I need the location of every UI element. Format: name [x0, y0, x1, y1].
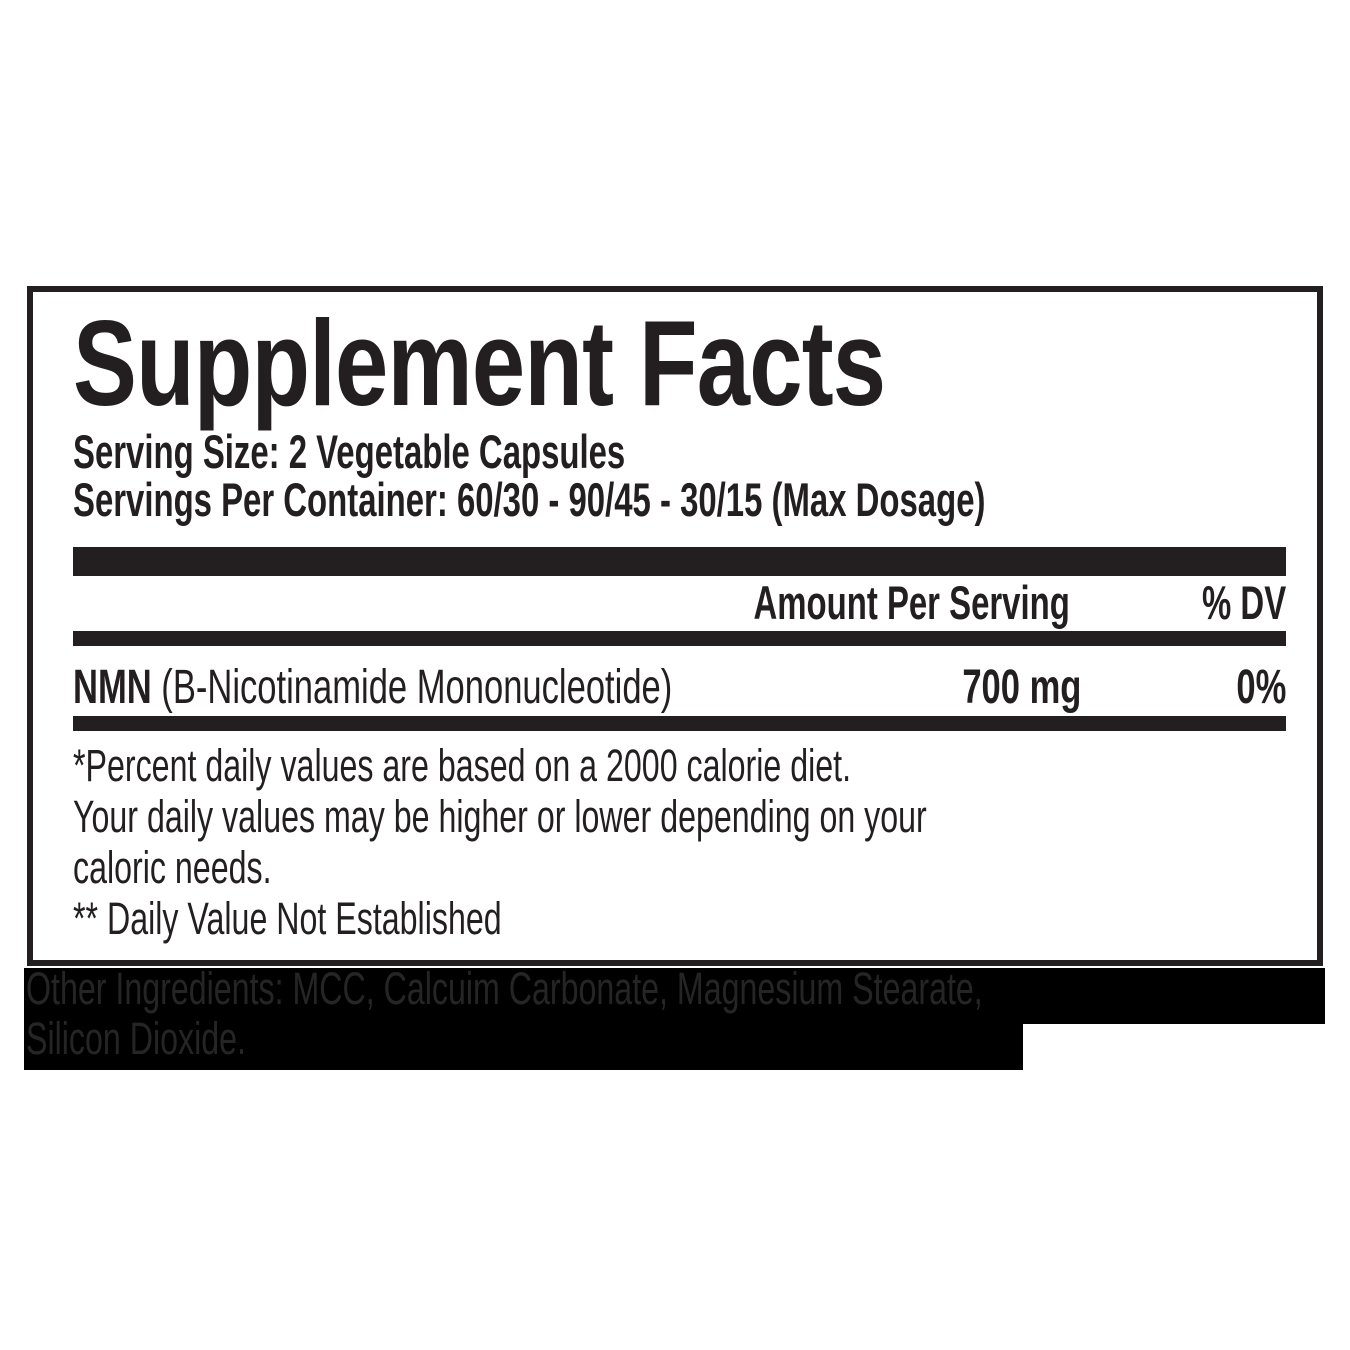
footnote-line-text: ** Daily Value Not Established	[73, 893, 502, 944]
nutrient-name: NMN (B-Nicotinamide Mononucleotide)	[73, 663, 905, 713]
column-header-row: Amount Per Serving % DV	[73, 579, 1286, 627]
divider-thick-top	[73, 547, 1286, 576]
nutrient-amount-text: 700 mg	[961, 661, 1081, 714]
footnote-line: *Percent daily values are based on a 200…	[73, 740, 1288, 791]
servings-per-container-line: Servings Per Container: 60/30 - 90/45 - …	[73, 476, 1350, 524]
knockout-bar-upper	[24, 968, 1325, 1024]
nutrient-percent-dv-text: 0%	[1236, 661, 1286, 714]
servings-per-container-text: Servings Per Container: 60/30 - 90/45 - …	[73, 473, 986, 526]
column-header-amount-per-serving: Amount Per Serving	[618, 579, 1070, 627]
nutrient-name-text: NMN (B-Nicotinamide Mononucleotide)	[73, 663, 672, 713]
footnote-line-text: Your daily values may be higher or lower…	[73, 791, 927, 842]
footnote-line-text: caloric needs.	[73, 842, 272, 893]
nutrient-full-name: (B-Nicotinamide Mononucleotide)	[151, 661, 673, 714]
other-ingredients-text: Other Ingredients: MCC, Calcuim Carbonat…	[26, 964, 1326, 1064]
table-row: NMN (B-Nicotinamide Mononucleotide) 700 …	[73, 663, 1286, 713]
knockout-bar-lower	[24, 1024, 1023, 1070]
other-ingredients-block: Other Ingredients: MCC, Calcuim Carbonat…	[24, 964, 1325, 1070]
footnote-line: Your daily values may be higher or lower…	[73, 791, 1288, 842]
supplement-facts-panel: Supplement Facts Serving Size: 2 Vegetab…	[27, 286, 1323, 966]
column-header-percent-dv: % DV	[1166, 579, 1286, 627]
footnote-line: ** Daily Value Not Established	[73, 893, 1288, 944]
divider-thin-under-headers	[73, 631, 1286, 646]
other-ingredients-line: Other Ingredients: MCC, Calcuim Carbonat…	[26, 964, 1326, 1014]
serving-size-line: Serving Size: 2 Vegetable Capsules	[73, 428, 862, 476]
footnote-line: caloric needs.	[73, 842, 1288, 893]
serving-size-text: Serving Size: 2 Vegetable Capsules	[73, 425, 626, 478]
nutrient-abbreviation: NMN	[73, 661, 152, 714]
footnote-line-text: *Percent daily values are based on a 200…	[73, 740, 852, 791]
nutrient-percent-dv-value: 0%	[1217, 663, 1286, 713]
panel-title-text: Supplement Facts	[73, 295, 886, 431]
other-ingredients-line: Silicon Dioxide.	[26, 1014, 1326, 1064]
column-header-percent-dv-text: % DV	[1201, 576, 1286, 629]
other-ingredients-line-text: Other Ingredients: MCC, Calcuim Carbonat…	[26, 963, 983, 1014]
footnotes-block: *Percent daily values are based on a 200…	[73, 740, 1288, 944]
divider-thin-under-nutrients	[73, 716, 1286, 731]
column-header-amount-per-serving-text: Amount Per Serving	[753, 576, 1070, 629]
page-title: Supplement Facts	[73, 295, 1108, 431]
other-ingredients-line-text: Silicon Dioxide.	[26, 1013, 246, 1064]
nutrient-amount-value: 700 mg	[916, 663, 1081, 713]
